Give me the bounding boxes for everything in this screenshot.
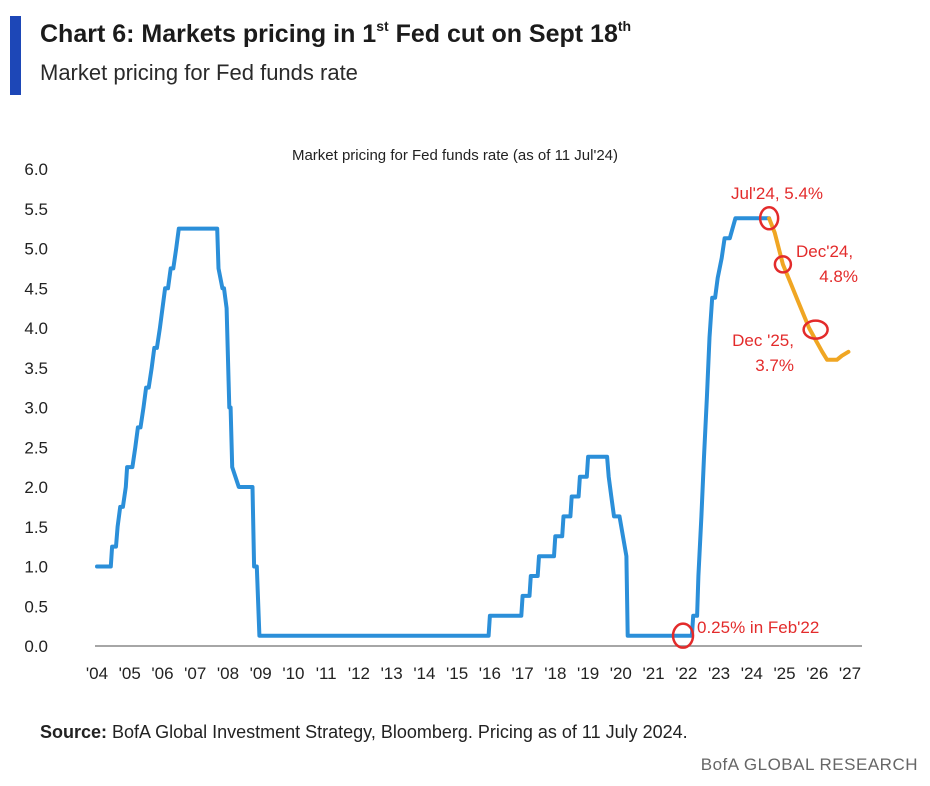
- x-tick-label: '22: [675, 664, 697, 683]
- x-tick-label: '16: [479, 664, 501, 683]
- y-tick-label: 5.0: [24, 240, 48, 259]
- x-axis-ticks: '04 '05 '06 '07 '08 '09 '10 '11 '12 '13 '14 '15 '16 '…: [86, 664, 861, 683]
- chart-heading: Chart 6: Markets pricing in 1st Fed cut …: [40, 18, 632, 49]
- x-tick-label: '14: [413, 664, 435, 683]
- forecast-series-line: [767, 216, 851, 362]
- y-tick-label: 4.5: [24, 279, 48, 298]
- y-tick-label: 2.5: [24, 438, 48, 457]
- annotation-label-jul24: Jul'24, 5.4%: [731, 184, 823, 203]
- x-tick-label: '25: [773, 664, 795, 683]
- title-accent-bar: [10, 16, 21, 95]
- x-tick-label: '12: [348, 664, 370, 683]
- x-tick-label: '27: [839, 664, 861, 683]
- title-mid: Fed cut on Sept 18: [388, 20, 618, 48]
- y-tick-label: 2.0: [24, 478, 48, 497]
- series-group: [95, 216, 851, 638]
- plot-title: Market pricing for Fed funds rate (as of…: [292, 147, 618, 164]
- y-tick-label: 4.0: [24, 319, 48, 338]
- x-tick-label: '05: [119, 664, 141, 683]
- x-tick-label: '07: [184, 664, 206, 683]
- title-sup-th: th: [617, 18, 632, 34]
- brand-footer: BofA GLOBAL RESEARCH: [700, 755, 918, 774]
- annotation-circle-feb22: [671, 622, 695, 649]
- x-tick-label: '17: [512, 664, 534, 683]
- annotation-label-dec24-value: 4.8%: [819, 267, 858, 286]
- title-main: Chart 6: Markets pricing in 1: [40, 20, 377, 48]
- chart-subtitle: Market pricing for Fed funds rate: [40, 60, 358, 85]
- x-tick-label: '20: [610, 664, 632, 683]
- x-tick-label: '21: [642, 664, 664, 683]
- x-tick-label: '11: [316, 664, 337, 683]
- x-tick-label: '08: [217, 664, 239, 683]
- y-tick-label: 0.5: [24, 597, 48, 616]
- source-text: BofA Global Investment Strategy, Bloombe…: [107, 722, 688, 742]
- annotation-label-dec25-value: 3.7%: [755, 356, 794, 375]
- y-tick-label: 0.0: [24, 637, 48, 656]
- y-tick-label: 1.5: [24, 518, 48, 537]
- annotation-label-feb22: 0.25% in Feb'22: [697, 618, 819, 637]
- x-tick-label: '15: [446, 664, 468, 683]
- y-tick-label: 6.0: [24, 160, 48, 179]
- x-tick-label: '09: [250, 664, 272, 683]
- title-sup-st: st: [376, 18, 389, 34]
- x-tick-label: '13: [381, 664, 403, 683]
- y-tick-label: 3.0: [24, 399, 48, 418]
- y-tick-label: 3.5: [24, 359, 48, 378]
- y-tick-label: 5.5: [24, 200, 48, 219]
- x-tick-label: '04: [86, 664, 108, 683]
- annotation-circle-jul24: [758, 206, 780, 231]
- annotation-label-dec25: Dec '25,: [732, 331, 794, 350]
- fed-funds-line-chart: Market pricing for Fed funds rate (as of…: [24, 147, 862, 683]
- source-label: Source:: [40, 722, 108, 742]
- y-tick-label: 1.0: [24, 558, 48, 577]
- x-tick-label: '24: [741, 664, 763, 683]
- x-tick-label: '10: [282, 664, 304, 683]
- annotation-label-dec24: Dec'24,: [796, 242, 853, 261]
- history-series-line: [95, 216, 772, 638]
- x-tick-label: '06: [151, 664, 173, 683]
- annotation-circle-dec24: [773, 255, 793, 274]
- x-tick-label: '26: [806, 664, 828, 683]
- x-tick-label: '18: [544, 664, 566, 683]
- source-note: Source: BofA Global Investment Strategy,…: [40, 722, 688, 743]
- annotations-group: Jul'24, 5.4% Dec'24, 4.8% Dec '25, 3.7% 0.25%…: [671, 184, 858, 649]
- x-tick-label: '23: [708, 664, 730, 683]
- y-axis-ticks: 0.0 0.5 1.0 1.5 2.0 2.5 3.0 3.5 4.0 4.5 5.0 5.5 6.0: [24, 160, 48, 656]
- annotation-circle-dec25: [802, 319, 829, 340]
- x-tick-label: '19: [577, 664, 599, 683]
